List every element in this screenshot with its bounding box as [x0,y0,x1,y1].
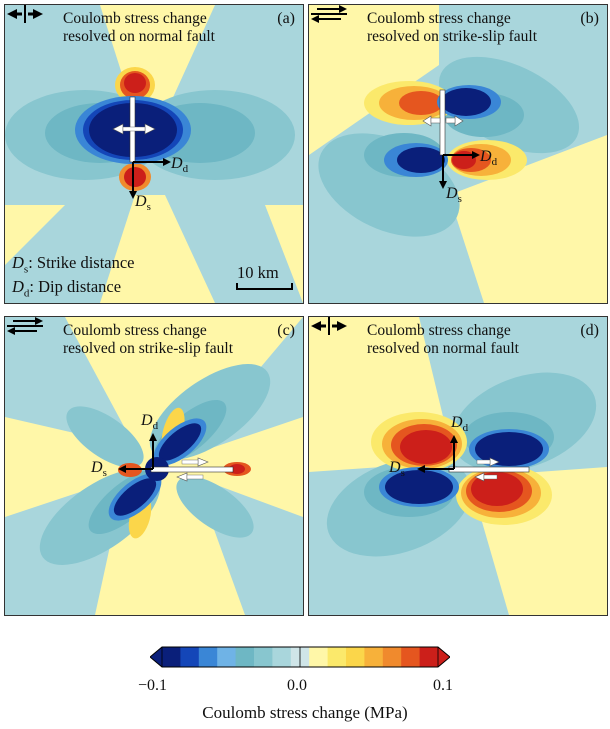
colorbar-segment [419,647,439,667]
colorbar-min-extension [150,647,162,667]
panel-c: Coulomb stress change resolved on strike-… [4,316,304,616]
panel-b-title: Coulomb stress change resolved on strike-… [367,10,538,45]
dip-axis-label: Dd [141,412,159,433]
colorbar-tick-max: 0.1 [433,677,453,694]
dip-axis-label: Dd [171,155,189,176]
colorbar-max-extension [438,647,450,667]
colorbar-segment [198,647,218,667]
panel-a-map [5,5,303,303]
panel-b-map [309,5,607,303]
colorbar-title: Coulomb stress change (MPa) [202,703,408,722]
strike-axis-label: Ds [91,459,107,480]
panel-a: Coulomb stress change resolved on normal … [4,4,304,304]
colorbar [150,646,450,668]
strike-slip-fault-icon [311,5,347,23]
colorbar-segment [364,647,384,667]
strike-slip-fault-icon [7,317,43,335]
dip-distance-legend: Dd: Dip distance [12,277,122,300]
dip-axis-label: Dd [480,148,498,169]
panel-d: Coulomb stress change resolved on normal … [308,316,608,616]
normal-fault-icon [7,5,43,23]
strike-axis-label: Ds [389,459,405,480]
colorbar-segment [217,647,237,667]
colorbar-segment [346,647,365,667]
colorbar-segment [272,647,292,667]
strike-axis-label: Ds [446,185,462,206]
strike-axis-label: Ds [135,193,151,214]
panel-c-letter: (c) [277,322,295,339]
colorbar-tick-min: −0.1 [138,677,168,694]
dip-axis-label: Dd [451,414,469,435]
panel-d-title: Coulomb stress change resolved on normal … [367,322,519,357]
panel-d-letter: (d) [580,322,599,339]
colorbar-segment [401,647,421,667]
colorbar-segment [162,647,181,667]
colorbar-segment [309,647,329,667]
colorbar-segment [382,647,402,667]
panel-b-letter: (b) [580,10,599,27]
colorbar-segment [180,647,200,667]
panel-a-title: Coulomb stress change resolved on normal … [63,10,215,45]
colorbar-segment [327,647,347,667]
colorbar-tick-mid: 0.0 [287,677,307,694]
panel-b: Coulomb stress change resolved on strike-… [308,4,608,304]
colorbar-segment [235,647,255,667]
scale-bar-label: 10 km [237,263,279,282]
panel-d-map [309,317,607,615]
panel-c-title: Coulomb stress change resolved on strike-… [63,322,234,357]
normal-fault-icon [311,317,347,335]
colorbar-segment [254,647,273,667]
panel-c-map [5,317,303,615]
panel-a-letter: (a) [277,10,295,27]
strike-distance-legend: Ds: Strike distance [12,253,135,276]
